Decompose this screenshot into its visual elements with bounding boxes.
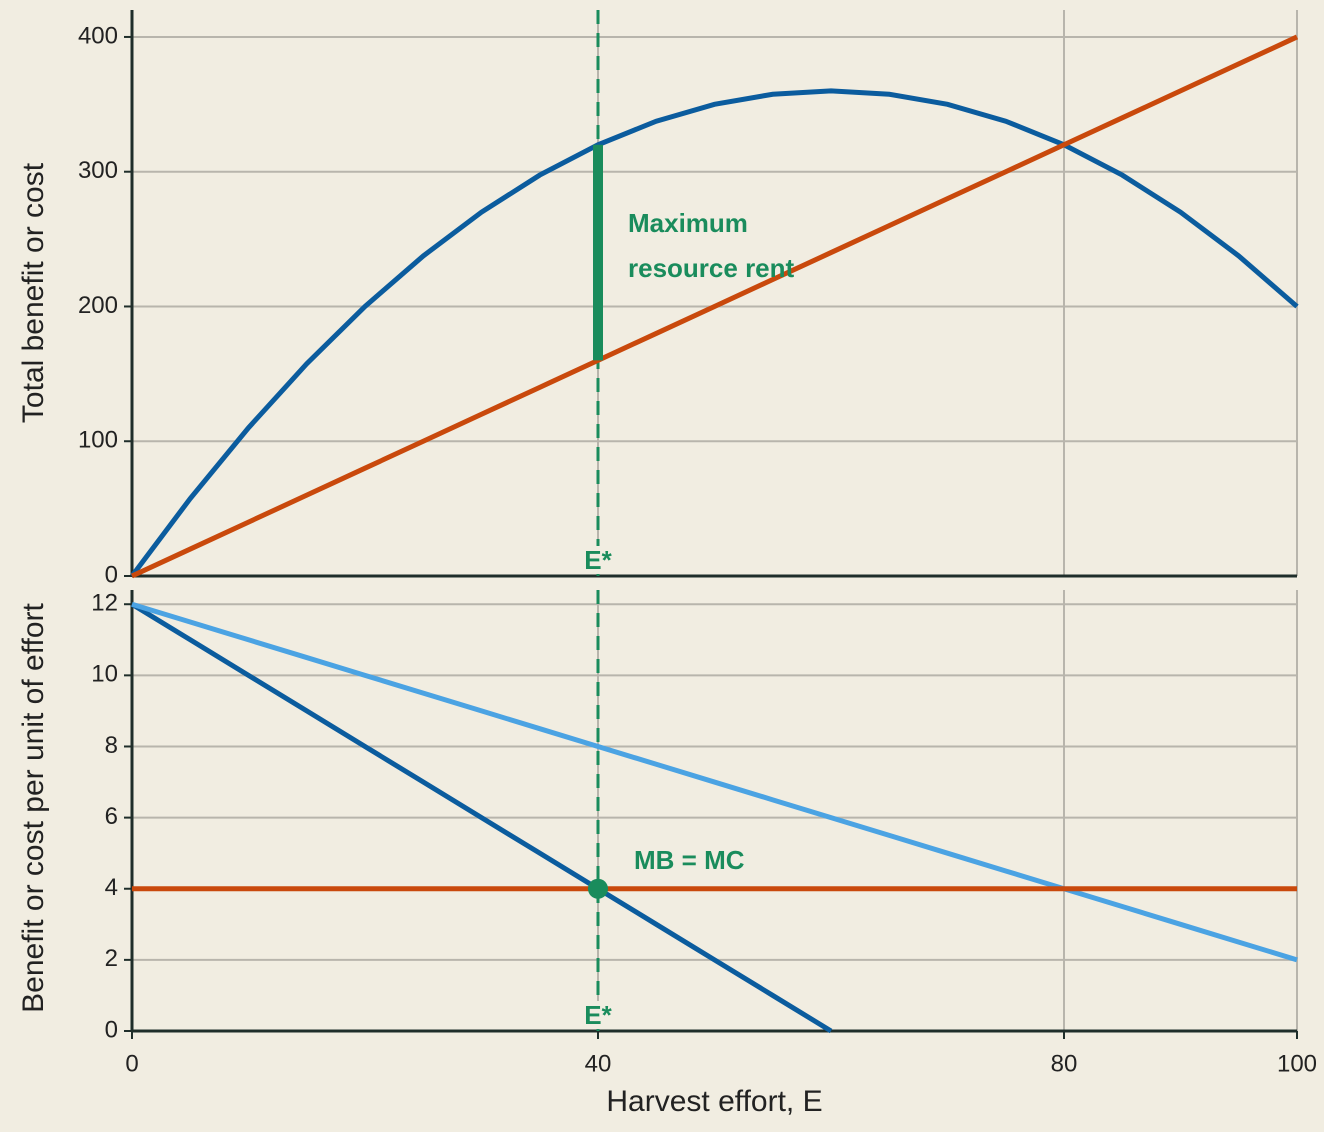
- y-tick-label: 200: [78, 292, 118, 319]
- y-axis-label: Total benefit or cost: [17, 162, 50, 423]
- y-tick-label: 0: [105, 1016, 118, 1043]
- label-bg: [580, 546, 616, 574]
- y-tick-label: 300: [78, 157, 118, 184]
- y-tick-label: 4: [105, 874, 118, 901]
- y-tick-label: 0: [105, 561, 118, 588]
- y-tick-label: 6: [105, 803, 118, 830]
- annotation: Maximum: [628, 208, 748, 238]
- x-axis-label: Harvest effort, E: [606, 1085, 822, 1118]
- series-line: [130, 602, 833, 1034]
- x-tick-label: 40: [585, 1050, 612, 1077]
- x-tick-label: 80: [1051, 1050, 1078, 1077]
- y-tick-label: 10: [91, 661, 118, 688]
- y-axis-label: Benefit or cost per unit of effort: [17, 603, 50, 1013]
- reference-label: E*: [584, 1000, 612, 1030]
- series-line: [131, 601, 1298, 963]
- annotation: MB = MC: [634, 845, 745, 875]
- y-tick-label: 2: [105, 945, 118, 972]
- y-tick-label: 100: [78, 427, 118, 454]
- label-bg: [580, 1001, 616, 1029]
- y-tick-label: 8: [105, 732, 118, 759]
- x-tick-label: 0: [125, 1050, 138, 1077]
- y-tick-label: 400: [78, 22, 118, 49]
- annotation: resource rent: [628, 253, 795, 283]
- series-line: [130, 88, 1299, 578]
- series-line: [130, 34, 1299, 579]
- y-tick-label: 12: [91, 590, 118, 617]
- reference-label: E*: [584, 545, 612, 575]
- point: [588, 878, 608, 899]
- x-tick-label: 100: [1277, 1050, 1317, 1077]
